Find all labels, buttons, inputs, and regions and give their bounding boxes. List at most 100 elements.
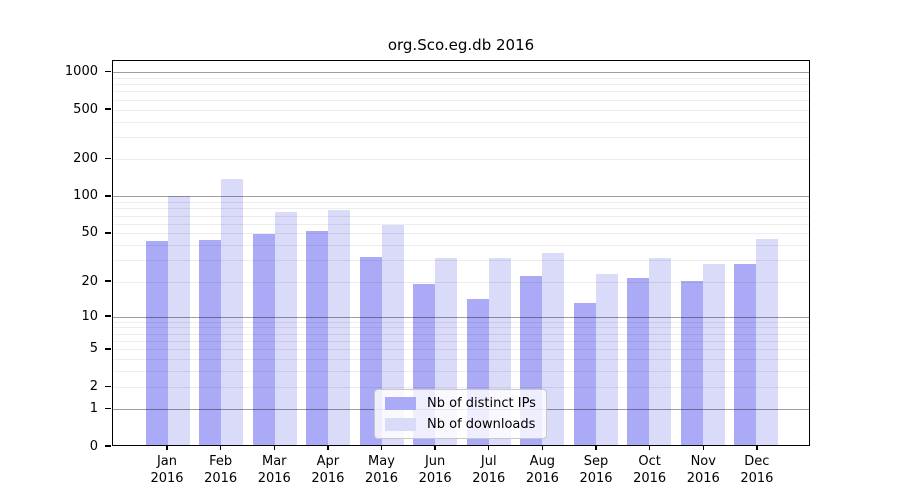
y-tick-label: 1: [89, 400, 98, 416]
gridline-minor: [113, 333, 809, 335]
gridline-minor: [113, 99, 809, 101]
x-tick-label: Aug 2016: [525, 454, 559, 486]
legend-label: Nb of distinct IPs: [427, 396, 536, 411]
gridline-minor: [113, 91, 809, 93]
legend-row: Nb of distinct IPs: [385, 396, 536, 411]
gridline-minor: [113, 327, 809, 329]
x-axis-cell: Aug 2016: [520, 446, 564, 488]
legend-swatch: [385, 418, 416, 431]
gridline-major: [113, 316, 809, 318]
bar-downloads: [221, 179, 244, 445]
x-tick-label: Dec 2016: [740, 454, 774, 486]
gridline-minor: [113, 223, 809, 225]
y-tick-label: 500: [73, 101, 98, 117]
bar-group: [199, 61, 244, 445]
y-tick-mark: [105, 445, 111, 447]
gridline-minor: [113, 245, 809, 247]
bar-group: [573, 61, 618, 445]
gridline-major: [113, 196, 809, 198]
y-tick-label: 5: [89, 341, 98, 357]
x-tick-mark: [541, 446, 544, 450]
bar-downloads: [595, 273, 618, 445]
x-axis-cell: Jul 2016: [467, 446, 511, 488]
y-tick-label: 200: [73, 151, 98, 167]
y-tick-label: 20: [81, 273, 98, 289]
gridline-minor: [113, 233, 809, 235]
bar-group: [733, 61, 778, 445]
bar-distinct-ips: [573, 302, 596, 445]
y-tick-mark: [105, 315, 111, 317]
gridline-minor: [113, 215, 809, 217]
gridline-minor: [113, 137, 809, 139]
y-tick-label: 0: [89, 438, 98, 454]
y-tick-mark: [105, 157, 111, 160]
x-axis-cell: Dec 2016: [735, 446, 779, 488]
x-tick-label: Mar 2016: [257, 454, 291, 486]
x-axis-cell: Sep 2016: [574, 446, 618, 488]
x-axis-cell: Oct 2016: [628, 446, 672, 488]
y-tick-mark: [105, 280, 111, 282]
x-tick-mark: [702, 446, 704, 450]
bar-downloads: [649, 258, 672, 445]
x-tick-label: Nov 2016: [686, 454, 720, 486]
x-axis-cell: Nov 2016: [681, 446, 725, 488]
gridline-major: [113, 72, 809, 74]
x-tick-mark: [488, 446, 490, 450]
legend-swatch: [385, 397, 416, 410]
bar-distinct-ips: [252, 234, 275, 445]
gridline-minor: [113, 202, 809, 204]
bar-group: [680, 61, 725, 445]
x-axis-cell: Apr 2016: [306, 446, 350, 488]
bar-downloads: [274, 211, 297, 445]
gridline-minor: [113, 386, 809, 388]
chart-title: org.Sco.eg.db 2016: [387, 36, 535, 54]
gridline-minor: [113, 208, 809, 210]
bar-distinct-ips: [199, 239, 222, 445]
y-tick-mark: [105, 108, 111, 110]
gridline-minor: [113, 349, 809, 351]
bar-group: [306, 61, 351, 445]
x-tick-mark: [166, 446, 168, 450]
bar-downloads: [168, 196, 190, 445]
x-axis-cell: May 2016: [360, 446, 404, 488]
x-tick-label: Jun 2016: [418, 454, 452, 486]
y-tick-mark: [105, 385, 111, 388]
gridline-minor: [113, 359, 809, 361]
y-tick-mark: [105, 348, 111, 350]
bar-downloads: [755, 238, 778, 445]
y-tick-mark: [105, 195, 111, 197]
bar-distinct-ips: [627, 278, 650, 445]
gridline-minor: [113, 321, 809, 323]
y-tick-mark: [105, 232, 111, 234]
x-tick-label: Jul 2016: [472, 454, 506, 486]
legend: Nb of distinct IPs Nb of downloads: [374, 389, 547, 439]
x-axis-cell: Jan 2016: [145, 446, 189, 488]
y-tick-label: 50: [81, 225, 98, 241]
x-axis-cell: Feb 2016: [199, 446, 243, 488]
gridline-minor: [113, 341, 809, 343]
x-tick-mark: [756, 446, 758, 450]
x-tick-label: Jan 2016: [150, 454, 184, 486]
bar-distinct-ips: [733, 263, 756, 445]
legend-row: Nb of downloads: [385, 417, 536, 432]
x-tick-mark: [380, 446, 383, 450]
y-tick-label: 100: [73, 188, 98, 204]
bar-downloads: [702, 263, 725, 445]
bar-distinct-ips: [146, 241, 168, 445]
plot-area: Nb of distinct IPs Nb of downloads: [112, 60, 810, 446]
x-tick-label: Apr 2016: [311, 454, 345, 486]
y-tick-mark: [105, 407, 111, 410]
y-tick-mark: [105, 70, 111, 73]
y-tick-label: 2: [89, 378, 98, 394]
bar-downloads: [328, 210, 351, 445]
x-tick-mark: [648, 446, 651, 450]
bar-distinct-ips: [680, 280, 703, 445]
gridline-minor: [113, 281, 809, 283]
x-tick-mark: [595, 446, 597, 450]
gridline-minor: [113, 121, 809, 123]
gridline-minor: [113, 371, 809, 373]
bar-group: [252, 61, 297, 445]
gridline-minor: [113, 84, 809, 86]
x-axis-cell: Mar 2016: [252, 446, 296, 488]
